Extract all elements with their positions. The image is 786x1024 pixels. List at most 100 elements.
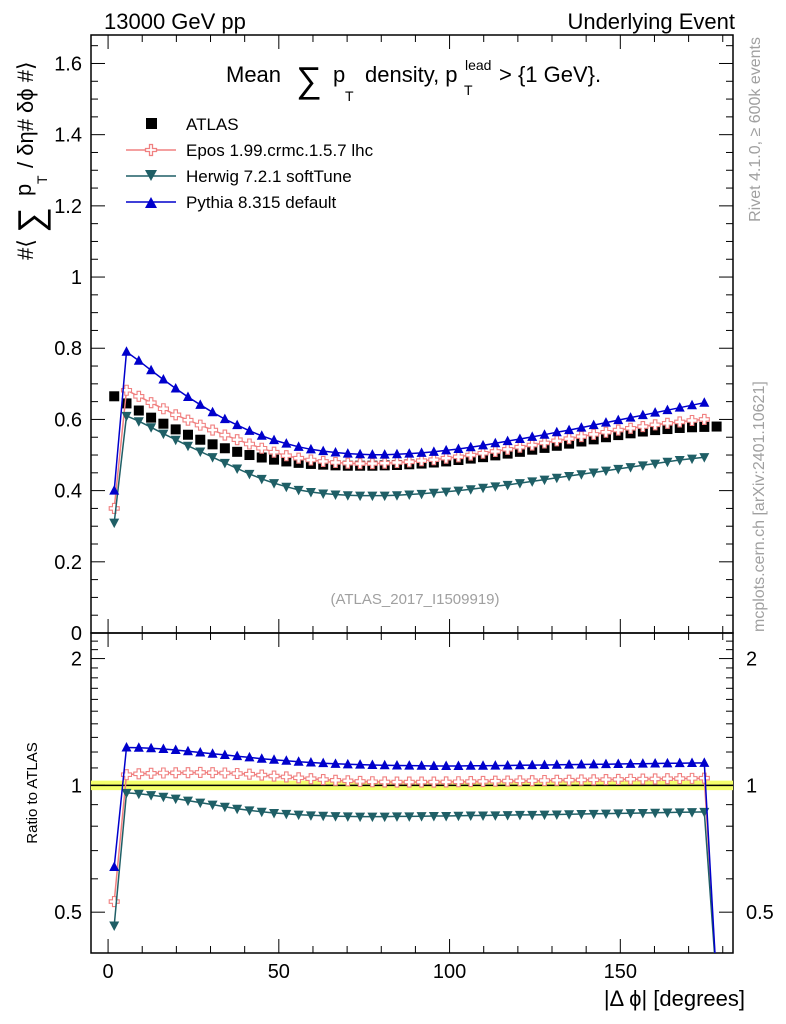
ylabel-p: p <box>11 184 36 196</box>
ratio-point-epos-1-99-crmc-1-5-7-lhc <box>256 769 268 781</box>
title-sum: ∑ <box>296 59 322 100</box>
ratio-point-pythia-8-315-default <box>416 760 427 770</box>
ratio-point-herwig-7-2-1-softtune <box>182 796 193 807</box>
ratio-point-epos-1-99-crmc-1-5-7-lhc <box>391 776 403 788</box>
main-point-herwig-7-2-1-softtune <box>465 485 476 495</box>
main-point-pythia-8-315-default <box>613 414 624 425</box>
main-point-atlas <box>109 391 120 402</box>
main-point-atlas <box>269 454 280 465</box>
ratio-point-epos-1-99-crmc-1-5-7-lhc <box>293 772 305 784</box>
ratio-point-herwig-7-2-1-softtune <box>478 811 489 822</box>
main-ticks: 0 0.2 0.4 0.6 0.8 1 1.2 1.4 1.6 <box>54 35 733 645</box>
main-point-epos-1-99-crmc-1-5-7-lhc <box>329 456 342 469</box>
ratio-frame <box>90 632 734 954</box>
main-point-epos-1-99-crmc-1-5-7-lhc <box>514 441 526 453</box>
title-lead: lead <box>465 57 491 73</box>
main-point-epos-1-99-crmc-1-5-7-lhc <box>157 403 169 415</box>
main-point-herwig-7-2-1-softtune <box>428 488 439 499</box>
main-point-epos-1-99-crmc-1-5-7-lhc <box>637 420 649 433</box>
ratio-point-pythia-8-315-default <box>650 758 661 768</box>
ratio-point-herwig-7-2-1-softtune <box>551 810 562 820</box>
ratio-point-herwig-7-2-1-softtune <box>674 808 685 818</box>
main-point-epos-1-99-crmc-1-5-7-lhc <box>391 456 403 469</box>
main-point-pythia-8-315-default <box>674 402 685 412</box>
ratio-point-pythia-8-315-default <box>318 757 329 768</box>
main-pythia-8-315-default <box>109 346 710 495</box>
main-point-pythia-8-315-default <box>527 431 538 441</box>
ratio-point-pythia-8-315-default <box>404 760 415 770</box>
ratio-point-epos-1-99-crmc-1-5-7-lhc <box>170 767 182 779</box>
ratio-point-epos-1-99-crmc-1-5-7-lhc <box>612 773 624 785</box>
main-point-epos-1-99-crmc-1-5-7-lhc <box>219 429 231 441</box>
main-point-epos-1-99-crmc-1-5-7-lhc <box>612 424 624 436</box>
ratio-point-epos-1-99-crmc-1-5-7-lhc <box>108 895 120 908</box>
main-point-atlas <box>182 429 193 440</box>
ratio-point-pythia-8-315-default <box>490 760 501 770</box>
main-point-herwig-7-2-1-softtune <box>219 458 230 469</box>
ratio-point-pythia-8-315-default <box>305 757 316 767</box>
analysis-watermark: (ATLAS_2017_I1509919) <box>330 591 499 608</box>
ratio-point-epos-1-99-crmc-1-5-7-lhc <box>502 775 514 787</box>
main-point-pythia-8-315-default <box>293 441 304 451</box>
ratio-point-epos-1-99-crmc-1-5-7-lhc <box>305 773 317 785</box>
ratio-point-herwig-7-2-1-softtune <box>269 808 280 819</box>
main-point-epos-1-99-crmc-1-5-7-lhc <box>538 437 551 449</box>
main-point-pythia-8-315-default <box>391 448 402 459</box>
main-point-herwig-7-2-1-softtune <box>650 459 661 470</box>
main-point-epos-1-99-crmc-1-5-7-lhc <box>120 384 133 396</box>
main-point-herwig-7-2-1-softtune <box>600 466 611 477</box>
x-tick-label: 50 <box>268 961 290 983</box>
main-point-pythia-8-315-default <box>637 409 648 420</box>
main-point-epos-1-99-crmc-1-5-7-lhc <box>600 426 612 438</box>
main-point-atlas <box>195 434 206 445</box>
main-point-pythia-8-315-default <box>404 448 415 458</box>
ratio-point-pythia-8-315-default <box>195 746 206 757</box>
main-point-herwig-7-2-1-softtune <box>453 486 464 497</box>
main-point-pythia-8-315-default <box>416 447 427 457</box>
main-point-epos-1-99-crmc-1-5-7-lhc <box>649 419 661 431</box>
ratio-point-epos-1-99-crmc-1-5-7-lhc <box>489 775 501 787</box>
ratio-point-herwig-7-2-1-softtune <box>490 811 501 821</box>
ratio-line-herwig-7-2-1-softtune <box>113 791 716 953</box>
main-point-epos-1-99-crmc-1-5-7-lhc <box>231 434 243 446</box>
main-point-epos-1-99-crmc-1-5-7-lhc <box>588 428 600 440</box>
main-point-herwig-7-2-1-softtune <box>490 482 501 492</box>
main-point-pythia-8-315-default <box>330 447 341 457</box>
main-point-herwig-7-2-1-softtune <box>133 417 144 427</box>
ylabel-T: T <box>34 175 50 184</box>
ratio-point-pythia-8-315-default <box>600 758 611 769</box>
ratio-y-tick-label-left: 0.5 <box>54 902 82 924</box>
ratio-point-pythia-8-315-default <box>551 759 562 769</box>
ratio-point-herwig-7-2-1-softtune <box>465 811 476 822</box>
ratio-point-herwig-7-2-1-softtune <box>687 808 698 818</box>
main-point-herwig-7-2-1-softtune <box>699 453 710 463</box>
ratio-y-tick-label-right: 2 <box>746 649 757 671</box>
main-point-atlas <box>244 450 255 461</box>
ratio-point-pythia-8-315-default <box>453 760 464 770</box>
main-point-pythia-8-315-default <box>478 439 489 450</box>
title-T2: T <box>464 82 473 98</box>
ratio-point-epos-1-99-crmc-1-5-7-lhc <box>661 773 673 785</box>
main-point-epos-1-99-crmc-1-5-7-lhc <box>526 439 538 451</box>
ratio-point-epos-1-99-crmc-1-5-7-lhc <box>207 767 219 779</box>
ratio-point-pythia-8-315-default <box>244 751 255 762</box>
main-point-atlas <box>146 412 157 423</box>
ratio-point-epos-1-99-crmc-1-5-7-lhc <box>329 774 342 786</box>
main-point-pythia-8-315-default <box>318 445 329 456</box>
main-point-pythia-8-315-default <box>465 441 476 452</box>
ratio-point-pythia-8-315-default <box>662 757 673 768</box>
ratio-point-pythia-8-315-default <box>613 758 624 768</box>
legend-herwig: Herwig 7.2.1 softTune <box>126 167 352 186</box>
ratio-point-herwig-7-2-1-softtune <box>342 812 353 822</box>
legend: ATLAS Epos 1.99.crmc.1.5.7 lhc Herwig 7.… <box>126 115 374 212</box>
main-point-herwig-7-2-1-softtune <box>305 488 316 498</box>
ratio-point-pythia-8-315-default <box>687 757 698 768</box>
ratio-point-pythia-8-315-default <box>391 759 402 770</box>
ratio-point-epos-1-99-crmc-1-5-7-lhc <box>575 774 587 786</box>
ratio-point-epos-1-99-crmc-1-5-7-lhc <box>157 767 169 779</box>
title-rest: > {1 GeV}. <box>499 62 601 87</box>
main-y-tick-label: 0.8 <box>54 338 82 360</box>
main-point-pythia-8-315-default <box>588 419 599 430</box>
main-point-pythia-8-315-default <box>687 399 698 410</box>
main-point-epos-1-99-crmc-1-5-7-lhc <box>280 450 292 462</box>
